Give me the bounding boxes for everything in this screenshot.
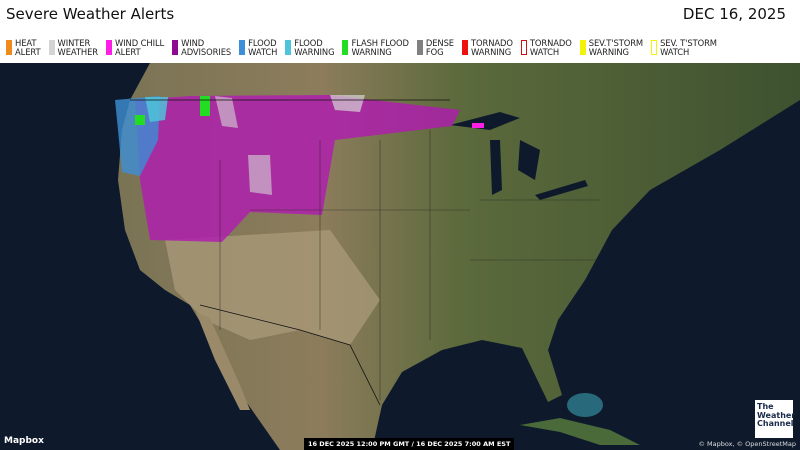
legend-item: DENSE FOG — [416, 38, 454, 57]
baja-peninsula — [196, 312, 250, 410]
alert-winter-region — [215, 96, 238, 128]
legend-label: HEAT ALERT — [15, 38, 41, 57]
legend-swatch — [172, 40, 179, 55]
alert-flash-flood-region — [135, 115, 145, 125]
header: Severe Weather Alerts DEC 16, 2025 HEAT … — [0, 0, 800, 63]
alert-flash-flood-region — [200, 96, 210, 116]
legend-swatch — [239, 40, 246, 55]
mapbox-logo[interactable]: Mapbox — [4, 436, 44, 446]
legend-label: FLOOD WARNING — [294, 38, 335, 57]
legend-swatch — [106, 40, 112, 55]
legend-item: WIND ADVISORIES — [172, 39, 231, 56]
bahamas-shallows — [567, 393, 603, 417]
cuba — [520, 418, 640, 445]
great-lake-michigan — [490, 140, 502, 195]
legend-swatch — [462, 40, 468, 55]
legend-swatch — [579, 40, 586, 55]
legend-item: WINTER WEATHER — [48, 38, 99, 57]
alert-flood-watch-region — [115, 96, 160, 176]
legend-label: TORNADO WARNING — [471, 38, 513, 57]
legend-item: SEV.T'STORM WARNING — [579, 38, 644, 57]
alert-winter-region — [248, 155, 272, 195]
legend-swatch — [651, 40, 658, 55]
country-border — [130, 99, 450, 406]
legend-swatch — [416, 40, 423, 55]
legend-label: FLASH FLOOD WARNING — [351, 38, 409, 57]
legend-label: WIND CHILL ALERT — [115, 38, 165, 57]
legend-item: WIND CHILL ALERT — [106, 39, 164, 56]
alert-wind-chill-region — [135, 95, 460, 242]
legend-item: HEAT ALERT — [6, 39, 41, 56]
legend-swatch — [48, 40, 55, 55]
legend-label: DENSE FOG — [425, 38, 454, 57]
alert-flood-warning-region — [145, 97, 168, 122]
legend-item: FLASH FLOOD WARNING — [342, 38, 409, 57]
legend-label: TORNADO WATCH — [529, 38, 572, 57]
great-lake-erie — [535, 180, 588, 200]
legend-swatch — [285, 40, 292, 55]
alert-wind-chill-region — [472, 123, 484, 128]
weather-channel-logo: The Weather Channel — [755, 400, 795, 438]
legend-label: FLOOD WATCH — [248, 38, 278, 57]
great-lake-superior — [450, 112, 520, 130]
legend-swatch — [342, 40, 349, 55]
legend-item: SEV. T'STORM WATCH — [651, 39, 717, 56]
legend-label: WIND ADVISORIES — [181, 38, 232, 57]
map[interactable] — [0, 63, 800, 450]
legend: HEAT ALERT WINTER WEATHER WIND CHILL ALERT… — [6, 39, 725, 56]
desert-southwest — [165, 230, 380, 345]
great-lake-huron — [518, 140, 540, 180]
legend-item: FLOOD WATCH — [239, 39, 277, 56]
legend-label: SEV.T'STORM WARNING — [588, 38, 644, 57]
timestamp-label: 16 DEC 2025 12:00 PM GMT / 16 DEC 2025 7… — [304, 438, 515, 450]
legend-item: TORNADO WATCH — [520, 38, 572, 57]
map-canvas — [115, 63, 800, 450]
legend-label: WINTER WEATHER — [57, 38, 99, 57]
legend-item: TORNADO WARNING — [462, 39, 513, 56]
legend-item: FLOOD WARNING — [285, 38, 335, 57]
legend-swatch — [6, 40, 12, 55]
state-borders — [219, 130, 600, 400]
map-attribution[interactable]: © Mapbox, © OpenStreetMap — [698, 440, 796, 448]
date-label: DEC 16, 2025 — [682, 5, 786, 23]
alert-winter-region — [330, 95, 365, 112]
legend-swatch — [520, 40, 527, 55]
page-title: Severe Weather Alerts — [6, 5, 175, 23]
legend-label: SEV. T'STORM WATCH — [660, 38, 717, 57]
